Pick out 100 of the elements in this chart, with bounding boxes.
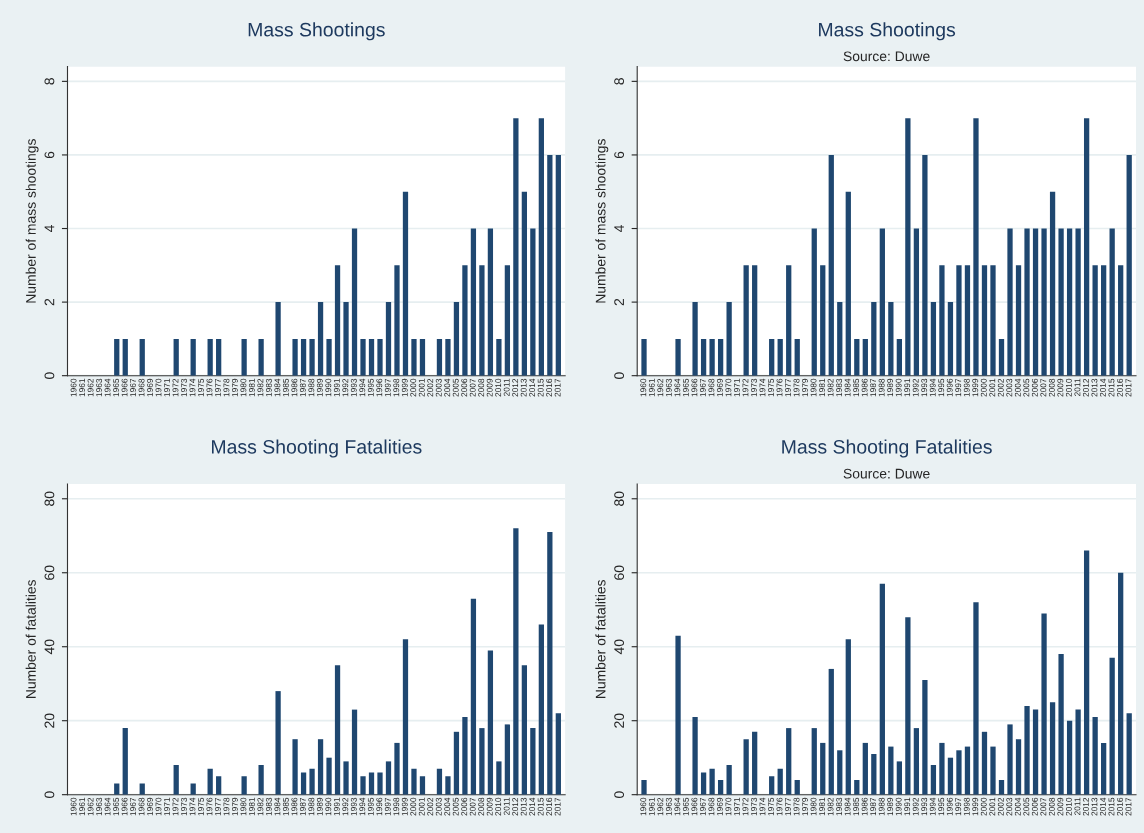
x-tick-label: 1973: [751, 797, 757, 816]
bar: [360, 776, 366, 795]
bar: [726, 765, 732, 795]
x-tick-label: 2011: [503, 378, 510, 396]
y-axis-title: Number of fatalities: [25, 580, 36, 699]
bar: [453, 302, 460, 376]
x-tick-label: 1997: [955, 797, 962, 816]
x-tick-label: 1992: [912, 378, 919, 397]
bar: [513, 118, 519, 376]
bar: [769, 338, 775, 376]
bar: [700, 772, 707, 795]
x-tick-label: 1967: [130, 378, 136, 397]
x-tick-label: 2011: [1074, 797, 1081, 815]
x-tick-label: 1977: [214, 797, 221, 816]
bar: [241, 776, 247, 795]
x-tick-label: 1990: [325, 378, 332, 397]
bar: [445, 338, 451, 376]
x-tick-label: 1972: [742, 378, 749, 397]
x-tick-label: 1993: [921, 378, 928, 397]
x-tick-label: 1979: [231, 797, 238, 816]
bar: [445, 776, 451, 795]
x-tick-label: 1960: [70, 797, 77, 816]
y-axis-title: Number of mass shootings: [25, 139, 39, 303]
chart-title: Mass Shooting Fatalities: [782, 439, 992, 458]
x-tick-label: 1986: [861, 797, 868, 816]
bar: [1092, 717, 1098, 795]
x-tick-label: 1976: [776, 378, 783, 397]
bar: [913, 728, 920, 795]
bar: [981, 265, 988, 376]
bar: [973, 118, 979, 376]
x-tick-label: 2009: [486, 378, 493, 397]
bar: [675, 635, 681, 795]
x-tick-label: 1992: [342, 797, 349, 816]
x-tick-label: 2007: [469, 797, 476, 816]
bar: [752, 731, 758, 795]
bar: [1109, 657, 1115, 795]
x-tick-label: 1971: [164, 378, 170, 397]
x-tick-label: 2002: [997, 378, 1004, 397]
x-tick-label: 1976: [776, 797, 783, 816]
x-tick-label: 1967: [699, 797, 706, 816]
y-tick-label: 0: [614, 372, 625, 379]
bar: [871, 753, 877, 795]
bar: [743, 265, 749, 376]
x-tick-label: 1962: [87, 378, 94, 397]
x-tick-label: 1999: [972, 797, 979, 816]
bar: [377, 772, 383, 795]
y-tick-label: 8: [614, 78, 625, 85]
x-tick-label: 2008: [478, 797, 485, 816]
bar: [216, 776, 222, 795]
bar: [300, 772, 307, 795]
bar: [377, 338, 383, 376]
x-tick-label: 2009: [1057, 378, 1064, 397]
x-tick-label: 2017: [554, 797, 561, 816]
bar: [777, 768, 783, 795]
x-tick-label: 1995: [367, 378, 374, 397]
bar: [700, 338, 707, 376]
bar: [828, 154, 834, 376]
bar: [513, 528, 519, 795]
bar: [504, 265, 511, 376]
x-tick-label: 1991: [904, 378, 911, 397]
y-tick-label: 6: [614, 151, 625, 159]
bar: [521, 191, 528, 376]
bar: [1041, 228, 1047, 376]
x-tick-label: 1961: [79, 378, 86, 397]
x-tick-label: 2011: [503, 797, 510, 815]
bar: [1049, 702, 1056, 795]
bar: [436, 768, 443, 795]
bar: [1109, 228, 1115, 376]
x-tick-label: 1970: [725, 797, 732, 816]
x-tick-label: 2015: [537, 378, 544, 397]
bar: [828, 668, 834, 795]
x-tick-label: 1979: [802, 797, 808, 816]
bar: [1075, 709, 1081, 795]
x-tick-label: 1989: [316, 378, 323, 397]
x-tick-label: 2000: [410, 797, 417, 816]
x-tick-label: 1989: [316, 797, 323, 816]
bar: [1007, 724, 1013, 795]
bar: [845, 639, 851, 795]
bar: [309, 768, 315, 795]
x-tick-label: 2000: [980, 378, 987, 397]
bar: [1049, 191, 1056, 376]
y-tick-label: 8: [44, 78, 55, 85]
x-tick-label: 1975: [198, 797, 204, 816]
x-tick-label: 1996: [376, 797, 383, 816]
bar: [411, 768, 417, 795]
bar: [385, 302, 392, 376]
bar: [1126, 154, 1132, 376]
bar: [351, 709, 358, 795]
bar: [343, 761, 349, 795]
bar: [1041, 613, 1047, 795]
bar: [786, 265, 792, 376]
x-tick-label: 1998: [393, 797, 400, 816]
chart-subtitle: Source: Duwe: [843, 468, 930, 479]
x-tick-label: 2001: [418, 797, 425, 816]
x-tick-label: 1966: [121, 378, 128, 397]
bar: [343, 302, 349, 376]
x-tick-label: 2017: [554, 378, 561, 397]
x-tick-label: 1976: [206, 797, 213, 816]
bar: [947, 302, 954, 376]
x-tick-label: 1988: [308, 378, 315, 397]
